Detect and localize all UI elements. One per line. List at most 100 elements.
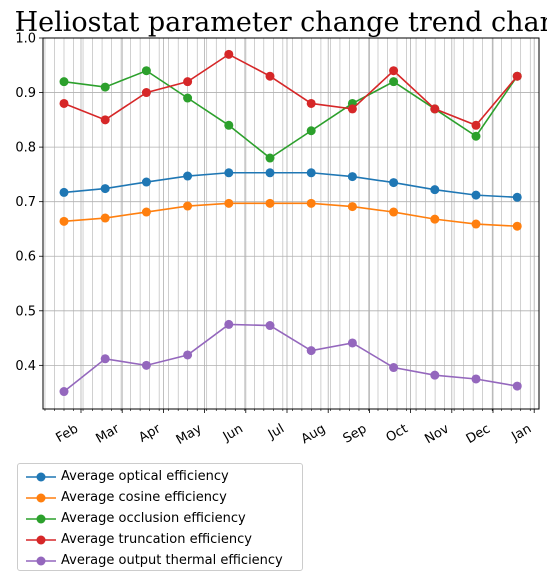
x-tick-label: Apr bbox=[136, 421, 164, 446]
data-point bbox=[430, 104, 440, 114]
legend-label: Average occlusion efficiency bbox=[61, 511, 246, 526]
data-point bbox=[471, 374, 481, 384]
series-group bbox=[59, 49, 522, 397]
data-point bbox=[347, 338, 357, 348]
data-point bbox=[389, 207, 399, 217]
legend-label: Average optical efficiency bbox=[61, 469, 229, 484]
data-point bbox=[389, 178, 399, 188]
y-tick-label: 0.7 bbox=[15, 195, 36, 210]
data-point bbox=[265, 321, 275, 331]
series-line bbox=[63, 202, 518, 228]
legend: Average optical efficiency Average cosine… bbox=[17, 463, 303, 571]
data-point bbox=[183, 350, 193, 360]
legend-swatch bbox=[26, 514, 56, 524]
grid-lines bbox=[43, 37, 539, 409]
data-point bbox=[265, 198, 275, 208]
legend-swatch bbox=[26, 535, 56, 545]
data-point bbox=[59, 187, 69, 197]
x-tick-label: Sep bbox=[341, 421, 370, 446]
data-point bbox=[306, 346, 316, 356]
legend-item: Average optical efficiency bbox=[18, 467, 302, 488]
data-point bbox=[512, 381, 522, 391]
series-line bbox=[63, 171, 518, 199]
series-2 bbox=[59, 66, 522, 163]
x-tick-label: Dec bbox=[464, 421, 493, 447]
data-point bbox=[224, 198, 234, 208]
legend-label: Average output thermal efficiency bbox=[61, 553, 283, 568]
data-point bbox=[100, 213, 110, 223]
data-point bbox=[430, 185, 440, 195]
data-point bbox=[100, 184, 110, 194]
data-point bbox=[471, 120, 481, 130]
data-point bbox=[347, 202, 357, 212]
data-point bbox=[265, 71, 275, 81]
data-point bbox=[265, 168, 275, 178]
data-point bbox=[141, 66, 151, 76]
data-point bbox=[59, 387, 69, 397]
series-1 bbox=[59, 198, 522, 231]
y-tick-label: 0.5 bbox=[15, 304, 36, 319]
data-point bbox=[512, 71, 522, 81]
data-point bbox=[224, 319, 234, 329]
data-point bbox=[183, 77, 193, 87]
x-tick-label: Jun bbox=[220, 421, 246, 445]
data-point bbox=[265, 153, 275, 163]
data-point bbox=[183, 93, 193, 103]
data-point bbox=[389, 363, 399, 373]
x-tick-label: Oct bbox=[384, 421, 411, 445]
data-point bbox=[471, 219, 481, 229]
plot-frame bbox=[42, 37, 540, 410]
legend-swatch bbox=[26, 556, 56, 566]
data-point bbox=[59, 98, 69, 108]
x-tick-label: Mar bbox=[93, 421, 122, 447]
data-point bbox=[100, 354, 110, 364]
data-point bbox=[389, 77, 399, 87]
legend-label: Average cosine efficiency bbox=[61, 490, 227, 505]
data-point bbox=[224, 49, 234, 59]
data-point bbox=[347, 104, 357, 114]
series-line bbox=[63, 53, 518, 127]
y-tick-label: 0.4 bbox=[15, 359, 36, 374]
data-point bbox=[306, 168, 316, 178]
x-tick-label: Aug bbox=[299, 421, 328, 447]
data-point bbox=[141, 207, 151, 217]
legend-label: Average truncation efficiency bbox=[61, 532, 252, 547]
data-point bbox=[224, 120, 234, 130]
series-3 bbox=[59, 49, 522, 130]
legend-item: Average occlusion efficiency bbox=[18, 509, 302, 530]
axes: 0.4 0.5 0.6 0.7 0.8 0.9 1.0 Feb Mar Apr May Jun Jul A… bbox=[15, 32, 540, 448]
data-point bbox=[59, 216, 69, 226]
data-point bbox=[512, 221, 522, 231]
series-0 bbox=[59, 168, 522, 202]
series-line bbox=[63, 323, 518, 393]
data-point bbox=[471, 190, 481, 200]
data-point bbox=[306, 198, 316, 208]
chart-title: Heliostat parameter change trend chart bbox=[15, 7, 547, 38]
y-tick-label: 1.0 bbox=[15, 32, 36, 47]
x-tick-label: Nov bbox=[422, 421, 452, 447]
y-tick-label: 0.9 bbox=[15, 86, 36, 101]
legend-swatch bbox=[26, 493, 56, 503]
data-point bbox=[224, 168, 234, 178]
series-4 bbox=[59, 319, 522, 397]
legend-item: Average output thermal efficiency bbox=[18, 551, 302, 572]
data-point bbox=[306, 98, 316, 108]
series-line bbox=[63, 69, 518, 160]
y-tick-label: 0.8 bbox=[15, 141, 36, 156]
data-point bbox=[141, 88, 151, 98]
x-tick-label: Feb bbox=[54, 421, 81, 446]
data-point bbox=[183, 171, 193, 181]
data-point bbox=[59, 77, 69, 87]
data-point bbox=[430, 370, 440, 380]
data-point bbox=[430, 214, 440, 224]
legend-item: Average truncation efficiency bbox=[18, 530, 302, 551]
x-tick-label: Jul bbox=[265, 421, 287, 442]
data-point bbox=[347, 172, 357, 182]
data-point bbox=[389, 66, 399, 76]
data-point bbox=[306, 126, 316, 136]
x-tick-label: Jan bbox=[508, 421, 534, 445]
data-point bbox=[100, 82, 110, 92]
y-tick-label: 0.6 bbox=[15, 250, 36, 265]
legend-swatch bbox=[26, 472, 56, 482]
